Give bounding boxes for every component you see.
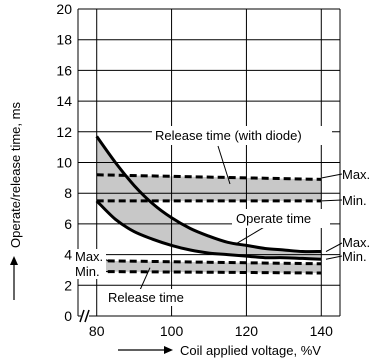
y-tick-label: 18 xyxy=(56,32,72,48)
release-time-max-label: Max. xyxy=(75,249,103,264)
leader-release-diode xyxy=(217,145,231,185)
label-layer: Release time (with diode) Operate time R… xyxy=(74,126,370,306)
leader-operate-max xyxy=(325,242,343,252)
leader-layer xyxy=(99,145,343,291)
leader-operate-time xyxy=(235,225,267,245)
x-axis-title: Coil applied voltage, %V xyxy=(180,343,321,358)
x-tick-label: 100 xyxy=(160,323,184,339)
y-tick-label: 2 xyxy=(64,277,72,293)
release-time-diode-label: Release time (with diode) xyxy=(155,128,302,143)
axis-break-mark xyxy=(79,308,90,324)
series-2-min-line xyxy=(96,270,322,275)
leader-release-time xyxy=(139,267,151,291)
release-time-diode-max-label: Max. xyxy=(342,167,370,182)
release-time-label: Release time xyxy=(108,290,184,305)
leader-diode-max xyxy=(321,173,343,179)
band-layer xyxy=(96,136,322,273)
release-time-min-label: Min. xyxy=(75,264,100,279)
leader-operate-min xyxy=(325,255,343,260)
y-tick-label: 20 xyxy=(56,1,72,17)
y-tick-label: 0 xyxy=(64,308,72,324)
operate-time-min-label: Min. xyxy=(342,249,367,264)
y-tick-label: 8 xyxy=(64,185,72,201)
y-tick-label: 16 xyxy=(56,62,72,78)
y-axis-title: Operate/release time, ms xyxy=(8,102,23,248)
x-tick-label: 140 xyxy=(310,323,334,339)
tick-layer: 0 2 4 6 8 10 12 14 16 18 20 80 100 120 140 xyxy=(56,1,333,339)
band-0 xyxy=(96,174,322,201)
operate-time-label: Operate time xyxy=(236,211,311,226)
series-1-min-line xyxy=(95,199,322,261)
operate-time-max-label: Max. xyxy=(342,235,370,250)
release-time-diode-min-label: Min. xyxy=(342,193,367,208)
y-tick-label: 12 xyxy=(56,124,72,140)
y-tick-label: 6 xyxy=(64,216,72,232)
series-2-max-line xyxy=(96,259,322,266)
y-tick-label: 10 xyxy=(56,155,72,171)
y-tick-label: 14 xyxy=(56,93,72,109)
series-0-max-line xyxy=(96,173,322,181)
leader-diode-min xyxy=(321,199,343,202)
series-1-max-line xyxy=(95,135,322,254)
x-tick-label: 80 xyxy=(89,323,105,339)
y-tick-label: 4 xyxy=(64,247,72,263)
x-tick-label: 120 xyxy=(235,323,259,339)
y-axis-title-group: Operate/release time, ms xyxy=(8,102,23,300)
curve-layer xyxy=(95,135,322,275)
x-axis-title-group: Coil applied voltage, %V xyxy=(118,343,321,358)
band-1 xyxy=(96,136,322,260)
